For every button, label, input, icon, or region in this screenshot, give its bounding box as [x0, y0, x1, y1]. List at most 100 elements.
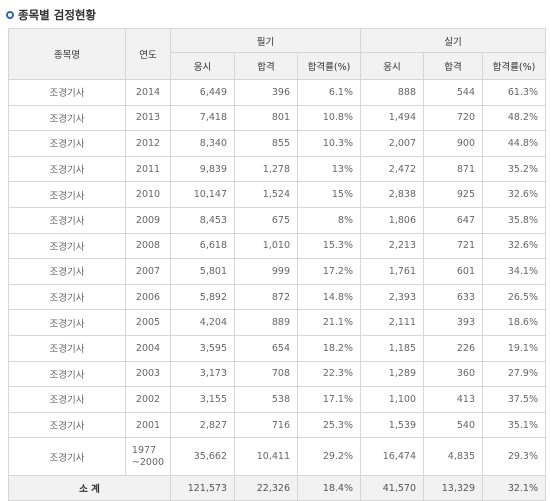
table-row: 조경기사 2001 2,827 716 25.3% 1,539 540 35.1…: [8, 411, 546, 439]
header-practical-rate: 합격률(%): [482, 52, 546, 80]
header-name: 종목명: [8, 28, 126, 80]
table-row: 조경기사 2005 4,204 889 21.1% 2,111 393 18.6…: [8, 309, 546, 336]
total-practical-apply: 41,570: [360, 475, 424, 501]
cell-written-rate: 29.2%: [297, 437, 361, 477]
cell-practical-rate: 18.6%: [482, 309, 546, 336]
cell-written-pass: 801: [234, 104, 298, 132]
cell-practical-apply: 1,761: [360, 258, 424, 285]
cell-written-rate: 17.2%: [297, 258, 361, 285]
cell-written-pass: 999: [234, 258, 298, 285]
cell-year: 2004: [125, 334, 171, 362]
cell-practical-rate: 32.6%: [482, 232, 546, 260]
cell-written-pass: 654: [234, 334, 298, 362]
cell-practical-rate: 19.1%: [482, 334, 546, 362]
cell-name: 조경기사: [8, 130, 126, 157]
cell-written-apply: 6,449: [170, 79, 235, 106]
cell-practical-pass: 647: [423, 206, 483, 234]
table-row: 조경기사 1977 ~2000 35,662 10,411 29.2% 16,4…: [8, 437, 546, 477]
cell-practical-pass: 413: [423, 386, 483, 413]
cell-name: 조경기사: [8, 334, 126, 362]
cell-practical-apply: 1,494: [360, 104, 424, 132]
cell-written-pass: 855: [234, 130, 298, 157]
header-practical: 실기: [360, 28, 546, 53]
header-written-rate: 합격률(%): [297, 52, 361, 80]
circle-bullet-icon: [6, 11, 14, 19]
cell-year: 1977 ~2000: [125, 437, 171, 477]
table-row: 조경기사 2004 3,595 654 18.2% 1,185 226 19.1…: [8, 334, 546, 362]
cell-practical-rate: 32.6%: [482, 181, 546, 208]
cell-year-range: 1977 ~2000: [132, 445, 164, 469]
cell-written-pass: 716: [234, 411, 298, 439]
cell-practical-apply: 1,185: [360, 334, 424, 362]
cell-practical-apply: 2,472: [360, 155, 424, 183]
cell-practical-pass: 900: [423, 130, 483, 157]
cell-practical-pass: 633: [423, 283, 483, 311]
cell-year: 2013: [125, 104, 171, 132]
cell-practical-pass: 540: [423, 411, 483, 439]
cell-practical-pass: 393: [423, 309, 483, 336]
cell-name: 조경기사: [8, 104, 126, 132]
cell-practical-rate: 37.5%: [482, 386, 546, 413]
cell-written-rate: 17.1%: [297, 386, 361, 413]
cell-year: 2014: [125, 79, 171, 106]
table-row: 조경기사 2013 7,418 801 10.8% 1,494 720 48.2…: [8, 104, 546, 132]
total-written-apply: 121,573: [170, 475, 235, 501]
cell-practical-rate: 48.2%: [482, 104, 546, 132]
cell-practical-pass: 721: [423, 232, 483, 260]
header-written-apply: 응시: [170, 52, 235, 80]
cell-practical-apply: 2,111: [360, 309, 424, 336]
cell-written-apply: 2,827: [170, 411, 235, 439]
table-row: 조경기사 2007 5,801 999 17.2% 1,761 601 34.1…: [8, 258, 546, 285]
cell-written-rate: 18.2%: [297, 334, 361, 362]
cell-practical-rate: 35.1%: [482, 411, 546, 439]
cell-written-apply: 8,340: [170, 130, 235, 157]
cell-practical-pass: 360: [423, 360, 483, 388]
cell-practical-apply: 16,474: [360, 437, 424, 477]
total-written-rate: 18.4%: [297, 475, 361, 501]
total-label: 소 계: [8, 475, 171, 501]
cell-name: 조경기사: [8, 386, 126, 413]
cell-written-rate: 15%: [297, 181, 361, 208]
header-written-pass: 합격: [234, 52, 298, 80]
total-practical-pass: 13,329: [423, 475, 483, 501]
cell-written-rate: 15.3%: [297, 232, 361, 260]
cell-practical-apply: 2,007: [360, 130, 424, 157]
cell-written-pass: 396: [234, 79, 298, 106]
cell-practical-apply: 1,539: [360, 411, 424, 439]
cell-practical-rate: 61.3%: [482, 79, 546, 106]
cell-year-start: 1977: [131, 444, 157, 456]
cell-year: 2003: [125, 360, 171, 388]
cell-year: 2011: [125, 155, 171, 183]
cell-written-pass: 872: [234, 283, 298, 311]
cell-practical-apply: 1,100: [360, 386, 424, 413]
cell-year: 2006: [125, 283, 171, 311]
table-row: 조경기사 2008 6,618 1,010 15.3% 2,213 721 32…: [8, 232, 546, 260]
table-row: 조경기사 2012 8,340 855 10.3% 2,007 900 44.8…: [8, 130, 546, 157]
cell-written-rate: 22.3%: [297, 360, 361, 388]
cell-written-rate: 6.1%: [297, 79, 361, 106]
cell-written-apply: 3,595: [170, 334, 235, 362]
table-row: 조경기사 2002 3,155 538 17.1% 1,100 413 37.5…: [8, 386, 546, 413]
cell-written-pass: 675: [234, 206, 298, 234]
cell-year: 2005: [125, 309, 171, 336]
cell-written-apply: 5,801: [170, 258, 235, 285]
cell-written-apply: 6,618: [170, 232, 235, 260]
table-row: 조경기사 2003 3,173 708 22.3% 1,289 360 27.9…: [8, 360, 546, 388]
cell-written-apply: 3,155: [170, 386, 235, 413]
total-row: 소 계 121,573 22,326 18.4% 41,570 13,329 3…: [8, 475, 546, 501]
cell-written-pass: 708: [234, 360, 298, 388]
cell-written-apply: 9,839: [170, 155, 235, 183]
cell-practical-apply: 888: [360, 79, 424, 106]
cell-practical-pass: 720: [423, 104, 483, 132]
table-row: 조경기사 2011 9,839 1,278 13% 2,472 871 35.2…: [8, 155, 546, 183]
section-title: 종목별 검정현황: [6, 7, 96, 23]
cell-written-pass: 1,278: [234, 155, 298, 183]
cell-practical-apply: 2,838: [360, 181, 424, 208]
cell-name: 조경기사: [8, 309, 126, 336]
cell-written-apply: 10,147: [170, 181, 235, 208]
cell-practical-pass: 4,835: [423, 437, 483, 477]
section-title-text: 종목별 검정현황: [18, 8, 97, 22]
cell-practical-apply: 2,213: [360, 232, 424, 260]
cell-name: 조경기사: [8, 232, 126, 260]
exam-stats-table: 종목명 연도 필기 실기 응시 합격 합격률(%) 응시 합격 합격률(%) 조…: [8, 28, 546, 501]
